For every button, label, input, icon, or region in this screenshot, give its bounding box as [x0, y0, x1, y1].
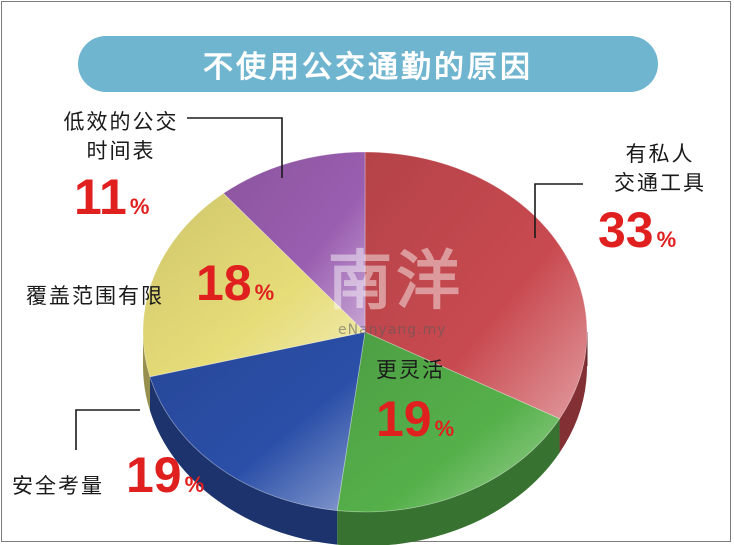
leader-line-2: [75, 409, 140, 450]
leader-line-1: [187, 117, 283, 178]
slice-value-private-transport: 33%: [598, 202, 677, 258]
label-line: 时间表: [86, 139, 156, 163]
pie-side-3: [143, 332, 150, 411]
chart-title: 不使用公交通勤的原因: [203, 50, 533, 85]
slice-value-safety: 19%: [126, 447, 205, 503]
watermark-logo: 南洋: [328, 244, 464, 319]
pie-top: [142, 151, 588, 513]
label-line: 交通工具: [614, 171, 706, 195]
title-banner: 不使用公交通勤的原因: [78, 36, 658, 92]
pie-slice-1: [336, 331, 561, 513]
watermark-url: eNanyang.my: [338, 322, 447, 338]
pie-slice-2: [149, 331, 366, 512]
pie-side-2: [149, 376, 338, 545]
slice-label-flexible: 更灵活: [376, 356, 445, 385]
label-line: 安全考量: [12, 474, 104, 498]
slice-label-timetable: 低效的公交 时间表: [46, 108, 196, 166]
pie-depth: [143, 332, 588, 545]
pie-slice-0: [364, 151, 588, 420]
slice-value-timetable: 11%: [74, 169, 150, 225]
pie-slice-4: [222, 151, 366, 333]
slice-label-coverage: 覆盖范围有限: [26, 282, 164, 311]
label-line: 覆盖范围有限: [26, 284, 164, 308]
slice-value-flexible: 19%: [376, 391, 455, 447]
pie-slice-3: [142, 192, 366, 378]
label-line: 更灵活: [376, 358, 445, 382]
slice-value-coverage: 18%: [196, 255, 275, 311]
label-line: 有私人: [625, 142, 695, 166]
leader-line-0: [534, 183, 583, 238]
label-line: 低效的公交: [63, 110, 179, 134]
leader-lines: [75, 117, 583, 450]
slice-label-safety: 安全考量: [12, 472, 104, 501]
pie-side-0: [559, 332, 587, 453]
pie-side-1: [337, 418, 560, 545]
slice-label-private-transport: 有私人 交通工具: [600, 140, 720, 198]
